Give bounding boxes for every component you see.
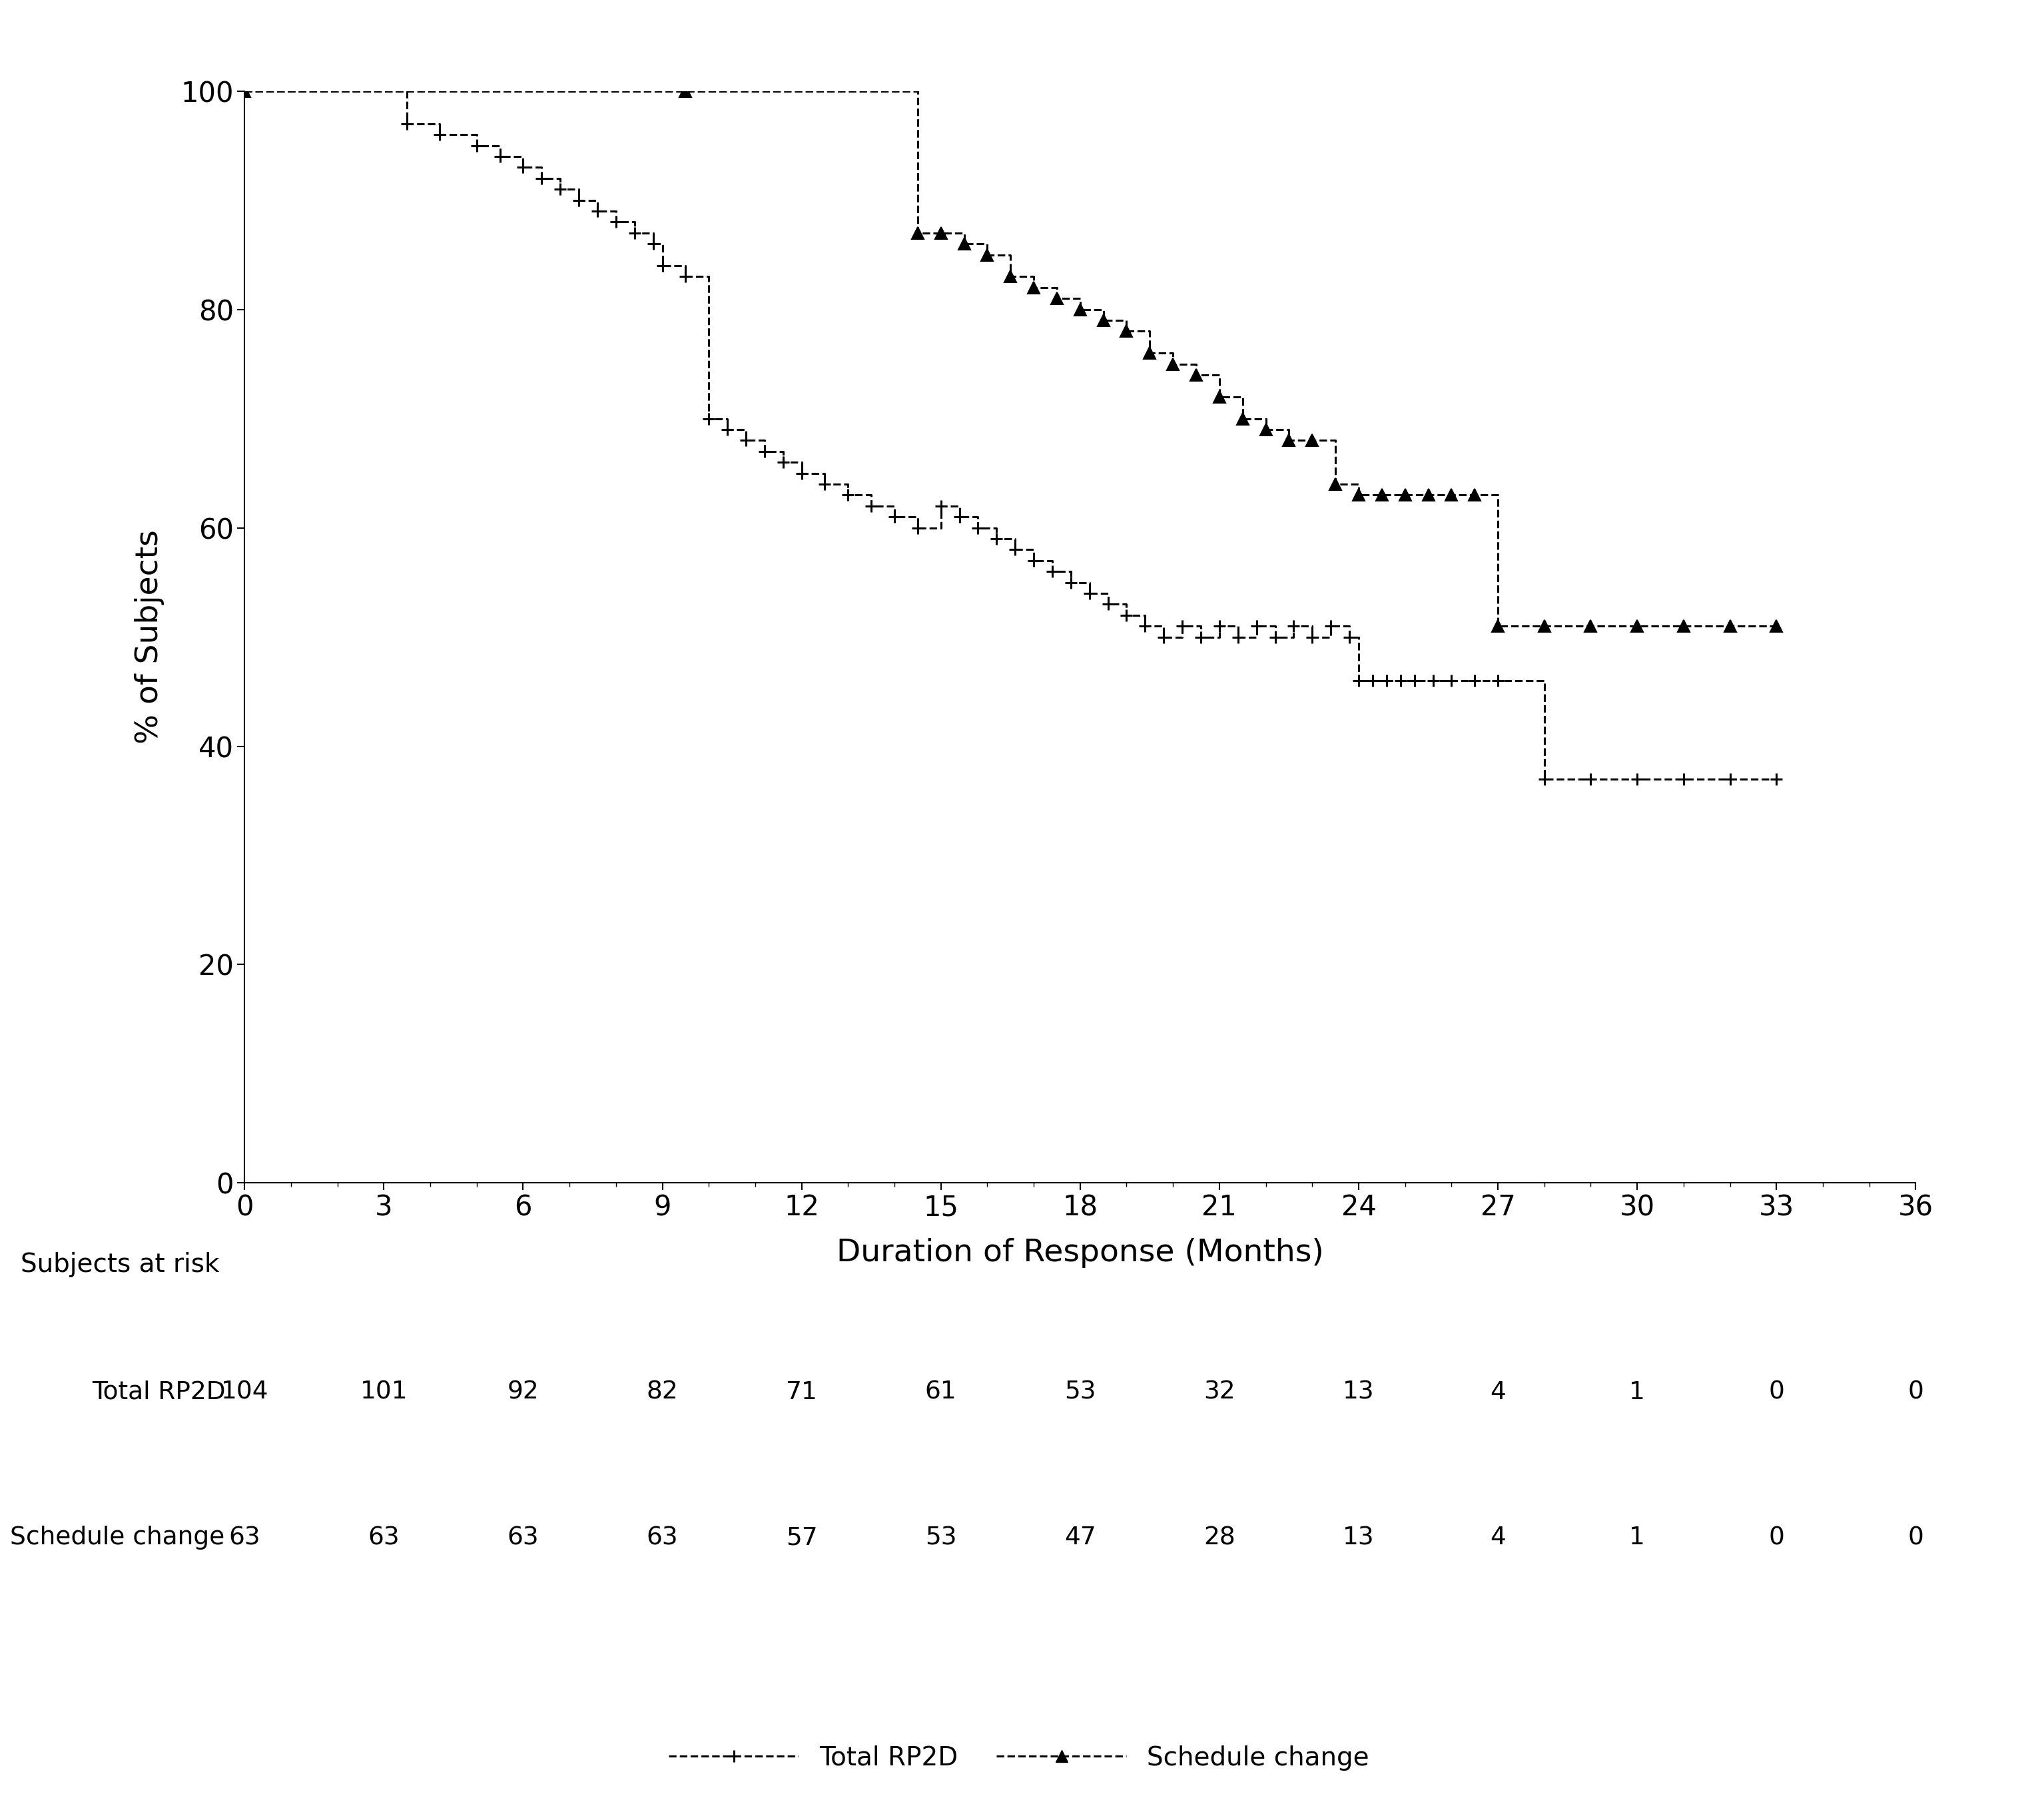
Text: 92: 92 — [507, 1380, 538, 1405]
Text: 71: 71 — [787, 1380, 817, 1405]
Text: 0: 0 — [1908, 1525, 1924, 1551]
Text: 28: 28 — [1204, 1525, 1235, 1551]
Text: 0: 0 — [1769, 1380, 1785, 1405]
Text: 63: 63 — [369, 1525, 399, 1551]
Text: 13: 13 — [1343, 1525, 1374, 1551]
Text: 1: 1 — [1628, 1525, 1645, 1551]
Text: 101: 101 — [361, 1380, 408, 1405]
Text: 47: 47 — [1064, 1525, 1096, 1551]
Y-axis label: % of Subjects: % of Subjects — [135, 530, 165, 744]
Legend: Total RP2D, Schedule change: Total RP2D, Schedule change — [668, 1745, 1370, 1771]
Text: Total RP2D: Total RP2D — [92, 1380, 226, 1405]
Text: Schedule change: Schedule change — [10, 1525, 224, 1551]
Text: 1: 1 — [1628, 1380, 1645, 1405]
Text: 61: 61 — [925, 1380, 956, 1405]
Text: 53: 53 — [1064, 1380, 1096, 1405]
Text: 0: 0 — [1769, 1525, 1785, 1551]
Text: 13: 13 — [1343, 1380, 1374, 1405]
Text: 63: 63 — [507, 1525, 538, 1551]
Text: 57: 57 — [787, 1525, 817, 1551]
Text: 63: 63 — [646, 1525, 679, 1551]
Text: 82: 82 — [646, 1380, 679, 1405]
Text: 104: 104 — [220, 1380, 269, 1405]
Text: 4: 4 — [1490, 1380, 1506, 1405]
Text: Subjects at risk: Subjects at risk — [20, 1252, 220, 1278]
Text: 4: 4 — [1490, 1525, 1506, 1551]
Text: 0: 0 — [1908, 1380, 1924, 1405]
Text: 63: 63 — [228, 1525, 261, 1551]
Text: 53: 53 — [925, 1525, 956, 1551]
X-axis label: Duration of Response (Months): Duration of Response (Months) — [836, 1238, 1325, 1269]
Text: 32: 32 — [1204, 1380, 1235, 1405]
